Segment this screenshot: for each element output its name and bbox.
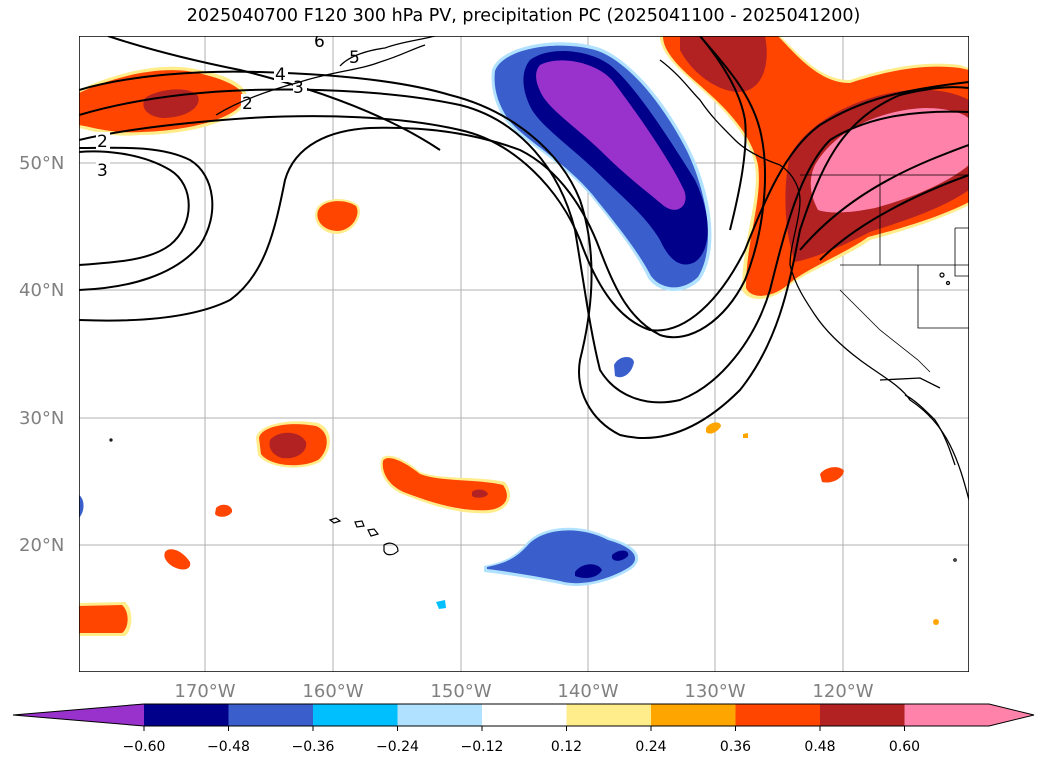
- map-title: 2025040700 F120 300 hPa PV, precipitatio…: [186, 6, 861, 26]
- coastlines: [215, 36, 969, 501]
- precip-positive-northamerica: [660, 36, 969, 300]
- lon-label-160w: 160°W: [302, 681, 363, 702]
- map-plot-area: 6 5 4 3 2 2 3: [79, 32, 969, 672]
- contour-labels: 6 5 4 3 2 2 3: [96, 32, 363, 181]
- svg-text:2: 2: [242, 94, 253, 114]
- lon-label-130w: 130°W: [684, 681, 745, 702]
- colorbar-bin-5: [482, 704, 567, 726]
- lat-label-40n: 40°N: [19, 280, 64, 301]
- svg-text:3: 3: [97, 161, 108, 181]
- colorbar-tick-label: 0.12: [551, 739, 582, 755]
- colorbar-bin-2: [228, 704, 313, 726]
- colorbar-tick-label: −0.48: [207, 739, 250, 755]
- lon-label-150w: 150°W: [430, 681, 491, 702]
- precip-negative-subtropical: [79, 356, 639, 609]
- colorbar-bin-10: [904, 704, 989, 726]
- colorbar-bin-3: [313, 704, 398, 726]
- colorbar-tick-label: 0.24: [635, 739, 666, 755]
- precip-negative-main: [491, 42, 712, 292]
- colorbar-bin-7: [651, 704, 736, 726]
- lon-label-120w: 120°W: [812, 681, 873, 702]
- svg-text:6: 6: [314, 32, 325, 52]
- islands: [109, 272, 957, 562]
- svg-text:3: 3: [293, 78, 304, 98]
- colorbar-bin-4: [397, 704, 482, 726]
- colorbar-extend-high: [989, 704, 1034, 726]
- lat-label-30n: 30°N: [19, 408, 64, 429]
- colorbar-bin-8: [735, 704, 820, 726]
- colorbar-tick-label: 0.60: [889, 739, 920, 755]
- lon-label-170w: 170°W: [174, 681, 235, 702]
- colorbar-bin-1: [144, 704, 229, 726]
- lat-label-20n: 20°N: [19, 535, 64, 556]
- colorbar-tick-label: 0.36: [720, 739, 751, 755]
- lon-label-140w: 140°W: [557, 681, 618, 702]
- colorbar-extend-low: [13, 704, 144, 726]
- precip-positive-nw-corner: [79, 66, 248, 136]
- svg-text:5: 5: [349, 48, 360, 68]
- precip-positive-small-blobs: [79, 198, 939, 636]
- colorbar-tick-label: 0.48: [804, 739, 835, 755]
- colorbar-tick-label: −0.60: [123, 739, 166, 755]
- svg-text:4: 4: [275, 65, 286, 85]
- colorbar-bin-9: [820, 704, 905, 726]
- colorbar-tick-label: −0.12: [461, 739, 504, 755]
- state-borders: [800, 174, 969, 373]
- lat-label-50n: 50°N: [19, 153, 64, 174]
- svg-text:2: 2: [97, 132, 108, 152]
- colorbar-bin-6: [566, 704, 651, 726]
- colorbar-tick-label: −0.24: [376, 739, 419, 755]
- colorbar-tick-label: −0.36: [292, 739, 335, 755]
- colorbar: −0.60 −0.48 −0.36 −0.24 −0.12 0.12 0.24 …: [12, 703, 1035, 755]
